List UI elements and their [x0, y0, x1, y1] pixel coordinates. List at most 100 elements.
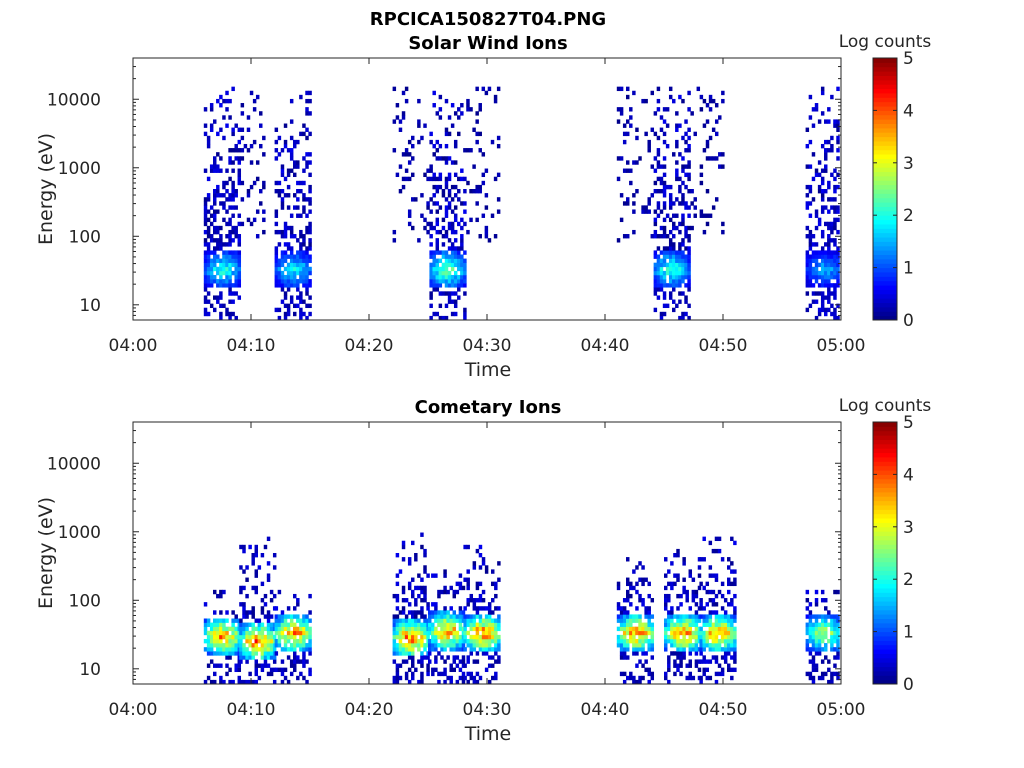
spectrogram-cell	[808, 618, 813, 623]
spectrogram-cell	[203, 626, 208, 632]
spectrogram-cell	[641, 651, 645, 656]
spectrogram-cell	[203, 270, 208, 276]
spectrogram-cell	[234, 205, 238, 210]
spectrogram-cell	[203, 123, 208, 128]
spectrogram-cell	[407, 655, 412, 660]
spectrogram-cell	[830, 291, 834, 296]
spectrogram-cell	[293, 626, 297, 632]
spectrogram-cell	[431, 602, 435, 607]
spectrogram-cell	[672, 262, 676, 268]
spectrogram-cell	[675, 111, 679, 116]
spectrogram-cell	[718, 164, 722, 169]
spectrogram-cell	[827, 274, 831, 280]
colorbar-segment	[873, 452, 897, 458]
spectrogram-cell	[622, 618, 627, 623]
spectrogram-cell	[289, 274, 294, 280]
spectrogram-cell	[434, 655, 438, 660]
spectrogram-cell	[676, 606, 680, 611]
spectrogram-cell	[472, 127, 476, 132]
spectrogram-cell	[811, 634, 816, 640]
spectrogram-cell	[219, 622, 223, 627]
spectrogram-cell	[305, 626, 309, 632]
spectrogram-cell	[650, 193, 655, 198]
spectrogram-cell	[820, 197, 825, 202]
spectrogram-cell	[228, 626, 232, 632]
spectrogram-cell	[453, 250, 458, 255]
spectrogram-cell	[219, 234, 223, 239]
spectrogram-cell	[305, 303, 309, 309]
spectrogram-cell	[687, 250, 691, 255]
spectrogram-cell	[234, 315, 238, 321]
spectrogram-cell	[830, 135, 834, 141]
spectrogram-cell	[225, 168, 229, 173]
spectrogram-cell	[708, 573, 713, 578]
spectrogram-cell	[632, 90, 636, 96]
spectrogram-cell	[727, 663, 731, 668]
spectrogram-cell	[452, 630, 457, 636]
spectrogram-cell	[272, 659, 277, 664]
spectrogram-cell	[711, 156, 716, 161]
spectrogram-cell	[274, 279, 279, 284]
spectrogram-cell	[685, 663, 689, 668]
spectrogram-cell	[446, 614, 450, 619]
spectrogram-cell	[213, 295, 217, 300]
spectrogram-cell	[437, 679, 441, 685]
spectrogram-cell	[441, 291, 446, 296]
spectrogram-cell	[814, 270, 819, 276]
spectrogram-cell	[429, 225, 433, 231]
spectrogram-cell	[420, 630, 424, 636]
spectrogram-cell	[497, 643, 501, 648]
spectrogram-cell	[496, 135, 501, 141]
spectrogram-cell	[827, 283, 831, 288]
spectrogram-cell	[685, 675, 689, 681]
spectrogram-cell	[426, 634, 430, 640]
spectrogram-cell	[407, 160, 412, 165]
spectrogram-cell	[434, 618, 438, 623]
spectrogram-cell	[228, 98, 232, 104]
spectrogram-cell	[438, 315, 443, 321]
spectrogram-cell	[622, 123, 627, 128]
spectrogram-cell	[622, 201, 627, 206]
spectrogram-cell	[222, 254, 226, 259]
spectrogram-cell	[836, 651, 840, 656]
spectrogram-cell	[438, 143, 443, 149]
spectrogram-cell	[438, 303, 443, 309]
spectrogram-cell	[682, 589, 686, 595]
spectrogram-cell	[817, 217, 822, 223]
spectrogram-cell	[245, 593, 249, 599]
spectrogram-cell	[219, 193, 223, 198]
spectrogram-cell	[641, 630, 645, 636]
spectrogram-cell	[404, 86, 409, 92]
spectrogram-cell	[805, 589, 810, 595]
spectrogram-cell	[299, 630, 303, 636]
spectrogram-cell	[446, 655, 450, 660]
spectrogram-cell	[277, 667, 282, 673]
spectrogram-cell	[638, 634, 642, 640]
spectrogram-cell	[457, 295, 461, 300]
spectrogram-cell	[237, 242, 242, 247]
spectrogram-cell	[676, 618, 680, 623]
spectrogram-cell	[435, 156, 440, 161]
spectrogram-cell	[453, 193, 458, 198]
spectrogram-cell	[302, 193, 306, 198]
colorbar-segment	[873, 66, 897, 72]
spectrogram-cell	[830, 229, 834, 235]
spectrogram-cell	[293, 659, 297, 664]
spectrogram-cell	[441, 315, 446, 321]
spectrogram-cell	[664, 593, 668, 599]
spectrogram-cell	[206, 242, 211, 247]
spectrogram-cell	[817, 643, 822, 648]
colorbar-segment	[873, 662, 897, 668]
spectrogram-cell	[206, 135, 211, 141]
spectrogram-cell	[684, 234, 688, 239]
spectrogram-cell	[670, 561, 674, 566]
spectrogram-cell	[694, 614, 699, 619]
colorbar-segment	[873, 570, 897, 576]
spectrogram-cell	[662, 156, 667, 161]
spectrogram-cell	[466, 659, 470, 664]
spectrogram-cell	[449, 614, 453, 619]
spectrogram-cell	[450, 250, 455, 255]
spectrogram-cell	[440, 610, 444, 615]
spectrogram-cell	[411, 593, 415, 599]
